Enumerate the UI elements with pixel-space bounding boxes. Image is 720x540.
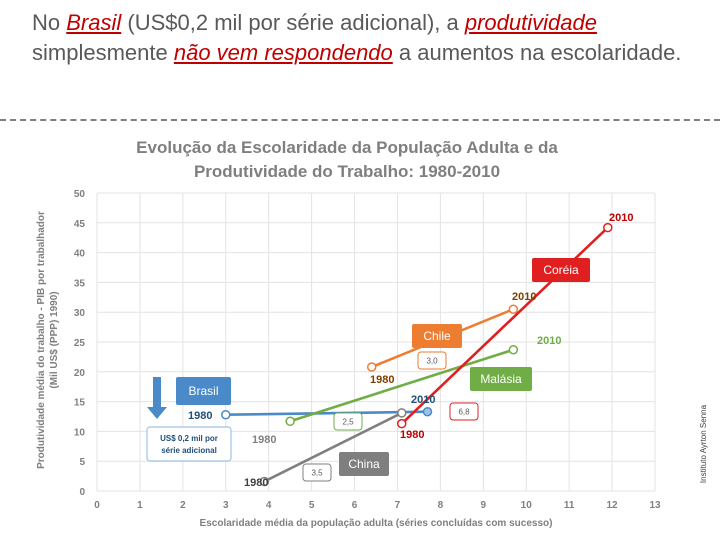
y-tick-label: 0 (79, 487, 85, 498)
headline-text: simplesmente (32, 40, 174, 65)
slope-value: 6,8 (458, 408, 470, 417)
x-tick-label: 1 (137, 500, 143, 511)
down-arrow-icon (147, 407, 167, 419)
x-axis-label: Escolaridade média da população adulta (… (200, 518, 553, 529)
axis-labels: Escolaridade média da população adulta (… (36, 211, 552, 529)
data-point (508, 344, 519, 355)
end-year-label: 2010 (512, 291, 536, 303)
annotations: Brasil 1980 US$ 0,2 mil por série adicional… (146, 212, 633, 489)
slope-badge (417, 351, 447, 370)
y-tick-label: 20 (74, 368, 86, 379)
series-label-box (470, 367, 532, 391)
end-year-label: 2010 (411, 394, 435, 406)
series-label-box (339, 452, 389, 476)
series-label: China (348, 457, 380, 471)
data-point (366, 362, 377, 372)
x-tick-label: 5 (309, 500, 315, 511)
y-tick-label: 25 (74, 338, 86, 349)
x-tick-label: 9 (481, 500, 487, 511)
chart-title-line: Evolução da Escolaridade da População Ad… (136, 138, 558, 157)
note-text: série adicional (161, 446, 217, 455)
chart: Evolução da Escolaridade da População Ad… (36, 138, 708, 529)
grid (96, 192, 656, 492)
end-year-label: 2010 (537, 335, 561, 347)
slope-badge (333, 412, 363, 431)
data-point (397, 418, 407, 429)
series-label-box (176, 377, 231, 405)
start-year-label: 1980 (370, 374, 394, 386)
x-tick-label: 11 (564, 500, 575, 511)
slope-value: 3,5 (311, 469, 323, 478)
slope-value: 2,5 (342, 418, 354, 427)
dashed-divider (0, 119, 720, 121)
x-tick-label: 8 (438, 500, 444, 511)
data-point (508, 304, 519, 314)
series-label: Coréia (543, 263, 579, 277)
end-year-label: 2010 (609, 212, 633, 224)
series-line (289, 348, 514, 423)
start-year-label: 1980 (400, 429, 424, 441)
series-label-box (412, 324, 462, 348)
series-label: Brasil (188, 384, 218, 398)
y-tick-label: 45 (74, 219, 86, 230)
y-axis-label: Produtividade média do trabalho - PIB po… (36, 211, 47, 469)
headline: No Brasil (US$0,2 mil por série adiciona… (32, 8, 702, 68)
y-tick-label: 10 (74, 427, 86, 438)
slope-value: 3,0 (426, 357, 438, 366)
data-point (422, 406, 433, 417)
series-line (263, 411, 403, 483)
series-label: Chile (423, 329, 451, 343)
y-tick-label: 30 (74, 308, 86, 319)
chart-title: Evolução da Escolaridade da População Ad… (136, 138, 558, 181)
y-tick-label: 15 (74, 398, 86, 409)
series-label: Malásia (480, 372, 522, 386)
x-tick-label: 3 (223, 500, 229, 511)
start-year-label: 1980 (188, 410, 212, 422)
chart-title-line: Produtividade do Trabalho: 1980-2010 (194, 162, 500, 181)
headline-keyword-brasil: Brasil (66, 10, 122, 35)
y-tick-label: 5 (79, 457, 85, 468)
headline-text: (US$0,2 mil por série adicional), a (121, 10, 465, 35)
credit-label: Instituto Ayrton Senna (699, 404, 708, 483)
data-point (221, 409, 231, 420)
series-label-box (532, 258, 590, 282)
start-year-label: 1980 (244, 477, 268, 489)
down-arrow-icon (153, 377, 161, 407)
x-tick-label: 4 (266, 500, 272, 511)
slope-badge (449, 402, 479, 421)
slope-badge (302, 463, 332, 482)
headline-keyword-nao-vem: não vem respondendo (173, 40, 393, 65)
start-year-label: 1980 (252, 434, 276, 446)
y-tick-label: 40 (74, 249, 86, 260)
note-text: US$ 0,2 mil por (160, 434, 218, 443)
y-axis-label: (Mil US$ (PPP) 1990) (49, 291, 60, 388)
headline-text: No (32, 10, 67, 35)
y-tick-label: 35 (74, 278, 86, 289)
note-box (146, 426, 232, 462)
data-point (397, 408, 407, 418)
x-tick-label: 7 (395, 500, 401, 511)
data-point (259, 476, 270, 487)
x-tick-label: 12 (607, 500, 619, 511)
x-tick-label: 0 (94, 500, 100, 511)
x-tick-label: 2 (180, 500, 186, 511)
x-tick-label: 10 (521, 500, 533, 511)
x-tick-label: 6 (352, 500, 358, 511)
x-tick-label: 13 (649, 500, 661, 511)
data-point (285, 416, 295, 427)
headline-text: a aumentos na escolaridade. (392, 40, 682, 65)
data-point (603, 222, 613, 233)
headline-keyword-produtividade: produtividade (464, 10, 597, 35)
series-line (225, 410, 428, 417)
y-tick-label: 50 (74, 189, 86, 200)
